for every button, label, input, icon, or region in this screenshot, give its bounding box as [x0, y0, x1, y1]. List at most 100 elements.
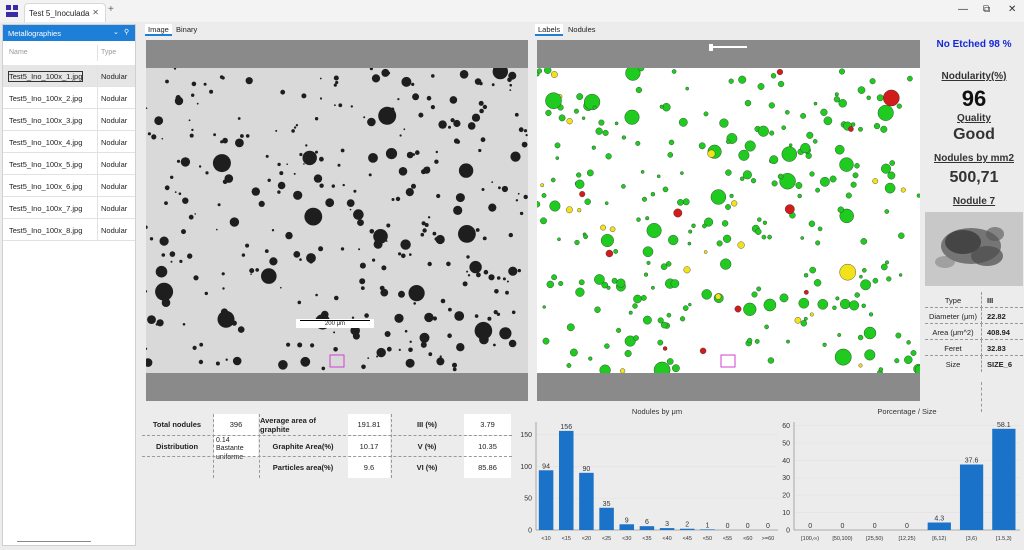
- x-tick-label: >=60: [762, 536, 775, 542]
- graphite-nodule: [196, 102, 199, 105]
- graphite-nodule: [501, 185, 508, 193]
- labeled-nodule: [625, 68, 641, 81]
- labeled-nodule: [671, 69, 677, 74]
- labeled-nodules-image[interactable]: [537, 68, 920, 373]
- labeled-nodule: [640, 170, 645, 174]
- file-row[interactable]: Test5_Ino_100x_6.jpg Nodular: [3, 175, 135, 197]
- close-window-button[interactable]: ✕: [1008, 4, 1017, 15]
- labeled-nodule: [566, 118, 573, 125]
- graphite-nodule: [448, 125, 451, 129]
- graphite-nodule: [350, 105, 353, 108]
- file-name: Test5_Ino_100x_8.jpg: [9, 226, 83, 235]
- labeled-nodule: [678, 117, 688, 127]
- y-tick-label: 100: [520, 464, 532, 471]
- graphite-nodule: [519, 211, 524, 216]
- zoom-slider-handle[interactable]: [709, 44, 713, 51]
- labeled-nodule: [731, 200, 738, 207]
- tab-binary[interactable]: Binary: [176, 25, 198, 34]
- labeled-nodule: [877, 104, 894, 121]
- bar-value-label: 1: [705, 522, 709, 529]
- file-row[interactable]: Test5_Ino_100x_7.jpg Nodular: [3, 197, 135, 219]
- horizontal-scrollbar[interactable]: [17, 541, 91, 542]
- graphite-nodule: [146, 225, 148, 229]
- tab-nodules[interactable]: Nodules: [568, 25, 596, 34]
- labeled-nodule: [661, 321, 668, 329]
- property-value: SIZE_6: [987, 360, 1013, 369]
- document-tab[interactable]: Test 5_Inoculada ✕: [24, 3, 106, 22]
- v-value: 10.35: [464, 436, 511, 457]
- labeled-nodule: [854, 292, 860, 298]
- graphite-nodule: [255, 268, 259, 272]
- labeled-nodule: [668, 139, 675, 146]
- labeled-nodule: [703, 250, 708, 254]
- nodularity-label: Nodularity(%): [941, 71, 1007, 82]
- labeled-nodule: [716, 240, 723, 247]
- nodules-by-um-chart: Nodules by μm05010015094<10156<1590<2035…: [520, 407, 778, 542]
- labeled-nodule: [757, 83, 765, 90]
- graphite-nodule: [364, 313, 369, 318]
- labeled-nodule: [767, 357, 775, 364]
- graphite-nodule: [435, 234, 445, 245]
- graphite-nodule: [394, 313, 404, 323]
- graphite-nodule: [409, 253, 412, 256]
- labeled-nodule: [721, 220, 729, 227]
- graphite-nodule: [225, 358, 228, 361]
- file-row[interactable]: Test5_Ino_100x_2.jpg Nodular: [3, 87, 135, 109]
- micrograph-image[interactable]: [146, 68, 528, 373]
- file-row[interactable]: Test5_Ino_100x_1.jpg Nodular: [3, 65, 135, 87]
- graphite-nodule: [297, 300, 302, 305]
- file-row[interactable]: Test5_Ino_100x_8.jpg Nodular: [3, 219, 135, 241]
- labeled-nodule: [860, 238, 868, 245]
- labeled-nodule: [691, 223, 696, 229]
- scale-bar: 200 μm: [296, 319, 374, 328]
- graphite-nodule: [398, 167, 408, 176]
- add-tab-button[interactable]: +: [108, 4, 114, 15]
- graphite-nodule: [458, 163, 474, 178]
- graphite-nodule: [363, 116, 366, 119]
- labeled-nodule: [744, 99, 752, 107]
- column-name[interactable]: Name: [9, 49, 28, 56]
- graphite-nodule: [413, 302, 417, 305]
- labeled-nodule: [537, 201, 541, 208]
- labeled-nodule: [650, 191, 656, 197]
- labeled-nodule: [546, 280, 555, 289]
- maximize-button[interactable]: ⧉: [983, 4, 991, 15]
- labeled-nodule: [637, 68, 645, 72]
- labeled-nodule: [857, 334, 864, 341]
- selected-nodule-marker[interactable]: [329, 354, 345, 368]
- selected-nodule-marker[interactable]: [720, 354, 736, 368]
- labeled-nodule: [849, 300, 860, 311]
- file-row[interactable]: Test5_Ino_100x_4.jpg Nodular: [3, 131, 135, 153]
- graphite-nodule: [237, 117, 241, 120]
- file-row[interactable]: Test5_Ino_100x_3.jpg Nodular: [3, 109, 135, 131]
- zoom-slider-track[interactable]: [713, 46, 747, 48]
- graphite-nodule: [432, 231, 437, 236]
- graphite-nodule: [406, 151, 414, 159]
- labeled-nodule: [880, 263, 888, 271]
- tab-image[interactable]: Image: [145, 24, 172, 36]
- quality-value: Good: [953, 126, 995, 143]
- minimize-button[interactable]: —: [958, 4, 968, 15]
- column-type[interactable]: Type: [101, 49, 117, 56]
- graphite-nodule: [403, 128, 406, 131]
- tab-labels[interactable]: Labels: [535, 24, 564, 36]
- chevron-down-icon[interactable]: ⌄: [113, 29, 119, 36]
- property-label: Diameter (μm): [928, 312, 978, 321]
- labeled-nodule: [624, 335, 636, 347]
- nodule-property-row: Diameter (μm) 22.82: [925, 308, 1023, 324]
- graphite-nodule: [192, 345, 197, 350]
- graphite-nodule: [277, 181, 286, 190]
- graphite-nodule: [147, 132, 151, 136]
- percentage-size-chart: Porcentage / Size 0 10 20 30 40 50 60 0 [100,∞) 0 […: [782, 407, 1020, 542]
- close-tab-icon[interactable]: ✕: [92, 8, 99, 17]
- labeled-nodule: [763, 298, 777, 312]
- labeled-nodule: [606, 285, 611, 290]
- y-tick-label: 20: [782, 493, 790, 500]
- pin-icon[interactable]: ⚲: [124, 29, 130, 36]
- file-row[interactable]: Test5_Ino_100x_5.jpg Nodular: [3, 153, 135, 175]
- graphite-nodule: [334, 104, 336, 107]
- file-name: Test5_Ino_100x_3.jpg: [9, 116, 83, 125]
- graphite-nodule: [310, 343, 315, 348]
- labeled-nodule: [869, 78, 876, 85]
- nodule-property-row: Size SIZE_6: [925, 356, 1023, 372]
